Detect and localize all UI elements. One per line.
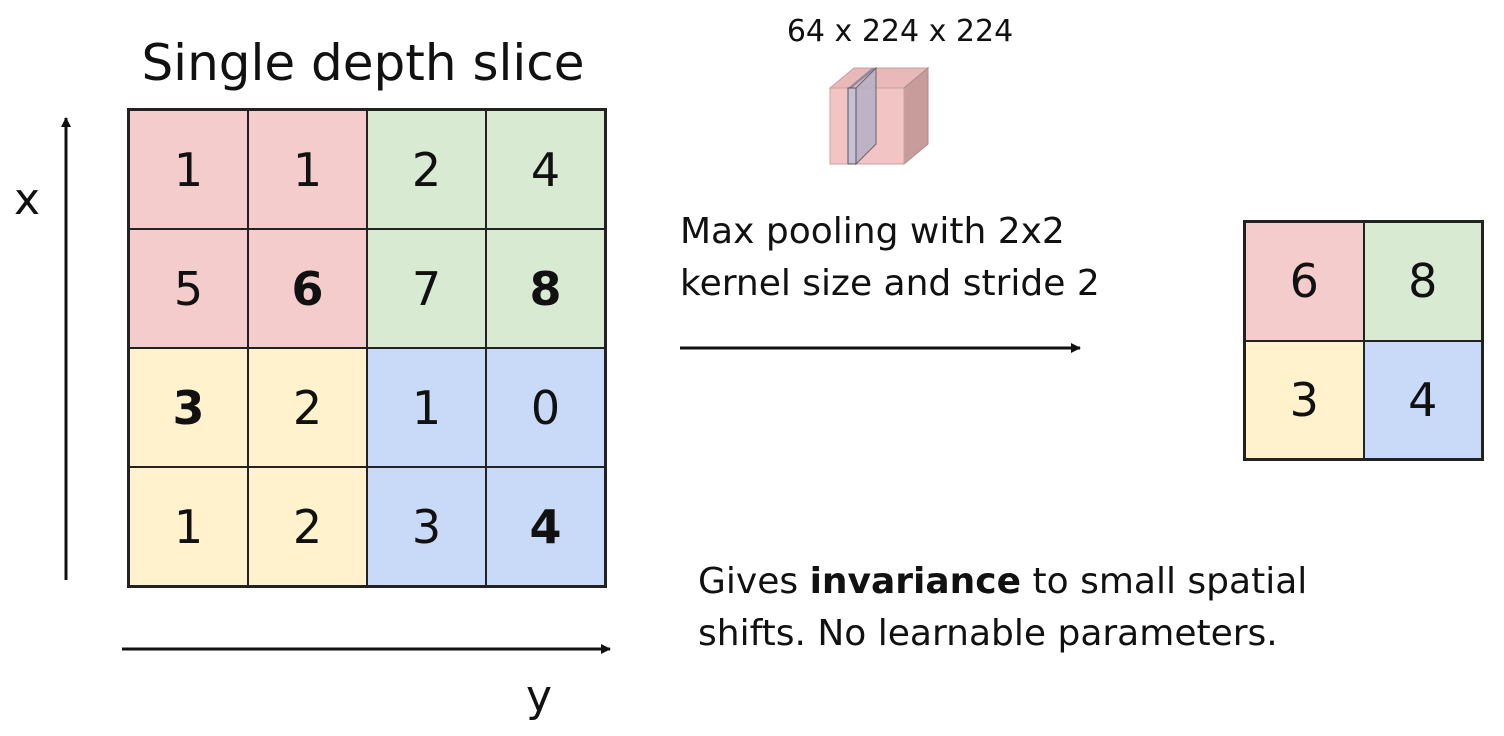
input-cell-3-1: 2 [248,467,367,586]
pooling-description: Max pooling with 2x2 kernel size and str… [680,206,1100,310]
input-cell-2-0: 3 [129,348,248,467]
note-post: to small spatial [1021,561,1308,602]
diagram-title: Single depth slice [141,34,585,92]
note-line-1: Gives invariance to small spatial [698,556,1307,608]
input-cell-0-0: 1 [129,110,248,229]
input-cell-2-2: 1 [367,348,486,467]
output-cell-1-1: 4 [1363,340,1482,459]
input-cell-2-3: 0 [486,348,605,467]
volume-cube-icon [828,66,930,166]
note-line-2: shifts. No learnable parameters. [698,613,1278,654]
pooling-line-1: Max pooling with 2x2 [680,211,1065,252]
volume-dimensions: 64 x 224 x 224 [786,14,1014,49]
output-cell-0-1: 8 [1363,222,1482,341]
input-cell-1-0: 5 [129,229,248,348]
y-axis-label: y [526,671,553,722]
input-cell-2-1: 2 [248,348,367,467]
input-cell-3-3: 4 [486,467,605,586]
input-cell-0-1: 1 [248,110,367,229]
input-cell-0-3: 4 [486,110,605,229]
note-bold: invariance [809,561,1022,602]
input-cell-1-3: 8 [486,229,605,348]
invariance-note: Gives invariance to small spatial shifts… [698,556,1307,660]
note-pre: Gives [698,561,810,602]
input-cell-3-2: 3 [367,467,486,586]
output-cell-0-0: 6 [1245,222,1364,341]
input-cell-1-1: 6 [248,229,367,348]
output-cell-1-0: 3 [1245,340,1364,459]
x-axis-label: x [14,174,41,225]
pooling-line-2: kernel size and stride 2 [680,263,1100,304]
input-cell-3-0: 1 [129,467,248,586]
input-cell-1-2: 7 [367,229,486,348]
input-cell-0-2: 2 [367,110,486,229]
